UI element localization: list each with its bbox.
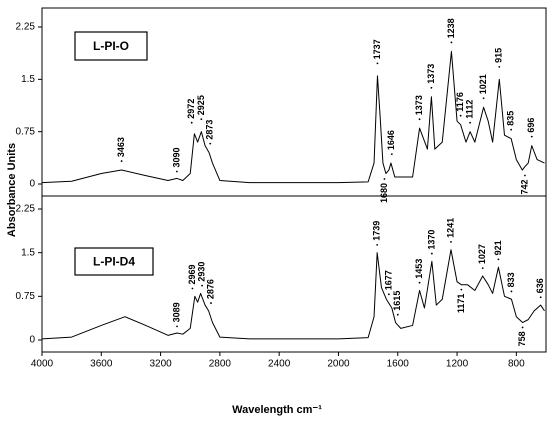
peak-dot: [201, 284, 203, 287]
spectrum-line: [41, 50, 545, 184]
x-tick-label: 2000: [327, 359, 350, 370]
x-tick-label: 1600: [387, 359, 410, 370]
peak-label: 1112: [464, 100, 474, 119]
peak-label: 833: [506, 272, 516, 287]
peak-dot: [120, 160, 123, 162]
peak-dot: [376, 62, 379, 65]
peak-dot: [200, 118, 203, 121]
x-tick-label: 2400: [268, 359, 291, 370]
peak-label: 3089: [171, 302, 181, 322]
peak-label: 2925: [196, 95, 206, 115]
y-tick-label: 0.75: [16, 291, 36, 302]
peak-dot: [418, 118, 421, 121]
peak-label: 1739: [372, 221, 382, 241]
peak-dot: [521, 326, 524, 329]
sample-label: L-PI-O: [93, 39, 129, 53]
peak-label: 1370: [426, 230, 436, 250]
peak-label: 2873: [205, 120, 215, 140]
y-tick-label: 2.25: [16, 204, 36, 215]
peak-label: 758: [517, 331, 527, 346]
spectrum-line: [41, 249, 545, 340]
peak-label: 1241: [445, 218, 455, 238]
peak-dot: [176, 325, 178, 328]
peak-dot: [460, 288, 463, 291]
sample-label-box: [74, 247, 154, 276]
y-tick-label: 1.5: [21, 247, 35, 258]
peak-dot: [539, 296, 542, 299]
peak-label: 742: [519, 180, 529, 195]
y-axis-label: Absorbance Units: [6, 143, 18, 237]
peak-label: 1737: [372, 39, 382, 59]
x-tick-label: 3600: [90, 359, 113, 370]
x-tick-label: 1200: [446, 359, 469, 370]
peak-label: 1677: [383, 270, 393, 290]
peak-label: 1027: [477, 244, 487, 264]
peak-label: 1615: [392, 291, 402, 311]
peak-label: 2876: [205, 279, 215, 299]
plot-frame: [41, 195, 547, 353]
peak-label: 3090: [171, 147, 181, 167]
peak-dot: [510, 290, 513, 293]
peak-label: 1453: [414, 259, 424, 279]
x-tick-label: 800: [508, 359, 525, 370]
peak-label: 1238: [446, 18, 456, 38]
peak-label: 1171: [456, 294, 466, 314]
peak-dot: [387, 293, 390, 296]
peak-dot: [469, 121, 472, 124]
peak-dot: [459, 114, 462, 117]
peak-dot: [450, 241, 452, 243]
peak-dot: [175, 170, 178, 173]
peak-dot: [210, 302, 212, 304]
peak-label: 1021: [478, 74, 488, 94]
peak-dot: [498, 65, 501, 68]
peak-label: 1176: [455, 92, 465, 112]
peak-dot: [418, 281, 421, 284]
peak-dot: [376, 243, 379, 246]
sample-label-box: [74, 31, 148, 61]
peak-label: 1373: [426, 64, 436, 84]
peak-dot: [482, 97, 485, 100]
peak-label: 2969: [187, 264, 197, 284]
peak-label: 921: [493, 240, 503, 255]
x-axis-label: Wavelength cm⁻¹: [232, 404, 322, 416]
peak-label: 1646: [386, 130, 396, 150]
peak-dot: [530, 135, 533, 138]
peak-dot: [209, 142, 212, 145]
peak-label: 636: [535, 278, 545, 293]
peak-dot: [497, 258, 500, 261]
peak-label: 3463: [116, 137, 126, 157]
peak-dot: [396, 313, 399, 316]
sample-label: L-PI-D4: [93, 255, 135, 269]
peak-dot: [524, 174, 526, 177]
peak-label: 1680: [379, 183, 389, 203]
x-tick-label: 2800: [209, 359, 232, 370]
peak-dot: [430, 252, 433, 255]
y-tick-label: 0: [29, 335, 35, 346]
y-tick-label: 2.25: [16, 22, 36, 33]
x-tick-label: 4000: [31, 359, 54, 370]
peak-dot: [383, 178, 386, 180]
peak-label: 2972: [186, 99, 196, 119]
peak-label: 2930: [196, 262, 206, 282]
peak-dot: [510, 128, 513, 131]
peak-dot: [450, 41, 453, 44]
peak-dot: [191, 287, 194, 290]
peak-label: 696: [526, 118, 536, 133]
peak-dot: [390, 153, 393, 155]
y-tick-label: 0.75: [16, 126, 36, 137]
peak-label: 1373: [414, 95, 424, 115]
peak-dot: [190, 121, 193, 124]
y-tick-label: 0: [29, 179, 35, 190]
x-tick-label: 3200: [149, 359, 172, 370]
peak-label: 835: [506, 111, 516, 126]
peak-dot: [481, 267, 484, 270]
peak-label: 915: [494, 48, 504, 63]
peak-dot: [430, 86, 433, 89]
y-tick-label: 1.5: [21, 74, 35, 85]
